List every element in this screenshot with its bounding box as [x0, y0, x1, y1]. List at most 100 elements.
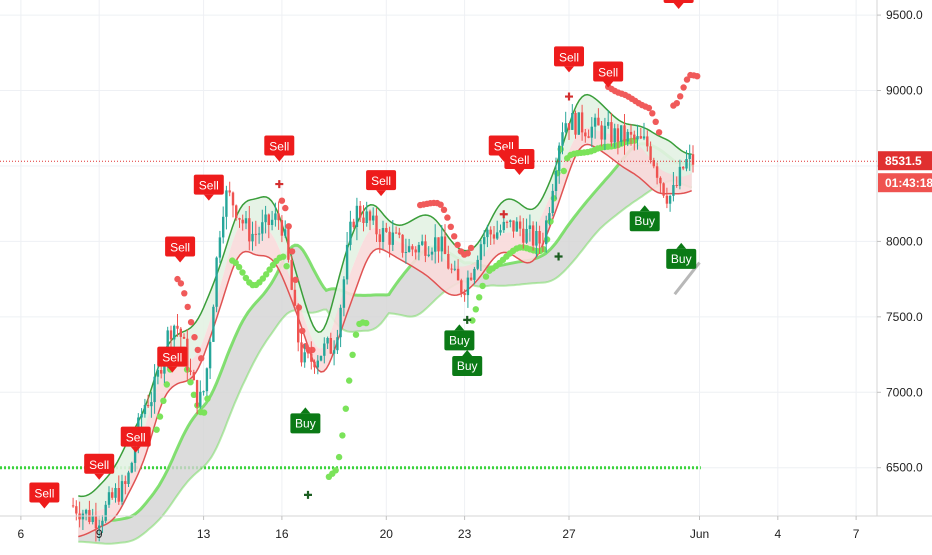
sell-signal[interactable]: Sell	[504, 149, 535, 176]
cross-marker	[565, 92, 574, 101]
candle-body	[603, 125, 607, 140]
candle-body	[456, 268, 460, 281]
trailing-stop-dot	[352, 331, 360, 338]
buy-signal-box	[629, 211, 660, 232]
candle-body	[375, 215, 378, 235]
cloud-lower-line	[78, 179, 693, 545]
candle-body	[98, 525, 101, 529]
candle-body	[297, 305, 300, 343]
candle-body	[590, 126, 593, 138]
buy-signal[interactable]: Buy	[444, 324, 475, 351]
buy-signal-pointer	[462, 350, 473, 357]
y-axis[interactable]: 6500.07000.07500.08000.08500.09000.09500…	[876, 0, 932, 516]
buy-signal-box	[666, 248, 697, 269]
sell-signal[interactable]: Sell	[29, 482, 60, 509]
trailing-stop-dot	[299, 327, 306, 335]
trailing-stop-dot	[683, 76, 691, 83]
buy-signal[interactable]: Buy	[290, 407, 321, 434]
candle-body	[616, 128, 620, 142]
candle-body	[284, 229, 287, 236]
trailing-stop-dot	[645, 104, 653, 112]
cloud-band-group	[78, 142, 693, 545]
trailing-stop-dot	[677, 93, 684, 100]
sell-signal-pointer	[175, 256, 186, 263]
trailing-stop-dot	[266, 266, 273, 273]
candle-body	[668, 195, 672, 204]
candle-body	[111, 492, 114, 498]
buy-signal[interactable]: Buy	[629, 205, 660, 232]
trailing-stop-dot	[200, 409, 208, 416]
candle-body	[665, 195, 669, 204]
candle-body	[251, 233, 254, 242]
candle-body	[355, 205, 359, 227]
candle-body	[104, 504, 107, 521]
candle-body	[378, 234, 381, 242]
candle-body	[254, 233, 257, 235]
trailing-stop-dot	[673, 100, 680, 107]
candle-body	[682, 166, 685, 169]
sell-signal-pointer	[130, 446, 141, 453]
sell-signal[interactable]: Sell	[264, 135, 295, 162]
candle-body	[267, 214, 270, 225]
buy-signal[interactable]: Buy	[666, 242, 697, 269]
trailing-stop-dot	[153, 426, 160, 433]
candle-body	[483, 237, 486, 245]
candle-body	[531, 225, 535, 246]
candle-body	[678, 166, 682, 186]
candle-body	[222, 216, 225, 238]
sell-signal-label: Sell	[162, 351, 182, 365]
x-tick-label: 23	[458, 527, 472, 541]
sell-signal[interactable]: Sell	[593, 61, 624, 88]
candle-body	[352, 221, 355, 228]
candle-body	[564, 123, 567, 133]
sell-signal[interactable]: Sell	[554, 46, 585, 73]
sell-signal[interactable]: Sell	[366, 170, 397, 197]
sell-signal[interactable]: Sell	[193, 174, 224, 201]
x-tick-label: 13	[197, 527, 211, 541]
candle-body	[597, 117, 600, 126]
candle-body	[248, 218, 251, 242]
y-tick-label: 9000.0	[886, 84, 923, 98]
trailing-stop-dot	[232, 259, 239, 266]
x-axis[interactable]: 6 9 13 16 20 23 27 Jun 4 7	[0, 515, 932, 541]
candle-body	[339, 307, 342, 338]
candle-body	[489, 229, 492, 235]
trailing-stop-dot	[174, 275, 181, 283]
candle-body	[685, 159, 688, 169]
candle-body	[71, 505, 75, 507]
sell-signal[interactable]: Sell	[663, 0, 694, 10]
candle-body	[691, 154, 695, 165]
candle-body	[688, 154, 691, 159]
trailing-stop-dot	[160, 397, 167, 404]
buy-signal-pointer	[454, 324, 465, 331]
trailing-stop-dot	[283, 263, 290, 270]
candle-body	[587, 136, 590, 138]
sell-signal-pointer	[673, 3, 684, 10]
buy-signal[interactable]: Buy	[452, 350, 483, 377]
candle-body	[558, 145, 561, 171]
candle-body	[571, 113, 574, 130]
candle-body	[551, 190, 554, 213]
candle-body	[127, 472, 130, 484]
candle-body	[466, 277, 470, 296]
candle-body	[398, 232, 401, 235]
candle-body	[173, 325, 176, 340]
sell-signal[interactable]: Sell	[120, 426, 151, 453]
candle-body	[293, 289, 297, 306]
sell-signal-box	[29, 482, 60, 503]
buy-signal-label: Buy	[449, 333, 470, 347]
sell-signal[interactable]: Sell	[84, 453, 115, 480]
candle-body	[479, 244, 483, 260]
sell-signal[interactable]: Sell	[157, 346, 188, 373]
x-tick-label: Jun	[690, 527, 709, 541]
candle-body	[574, 113, 577, 135]
candle-body	[427, 254, 430, 256]
cross-marker	[303, 490, 312, 499]
candle-body	[469, 277, 473, 280]
trailing-stop-dot	[263, 271, 270, 278]
candle-body	[567, 123, 571, 130]
sell-signal[interactable]: Sell	[165, 236, 196, 263]
candle-body	[205, 368, 209, 392]
buy-signal-label: Buy	[634, 214, 655, 228]
